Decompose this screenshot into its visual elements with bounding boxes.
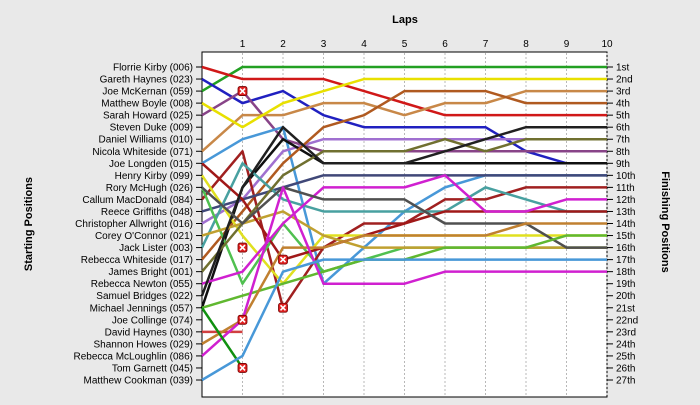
starting-position-label: Michael Jennings (057) xyxy=(90,303,193,314)
series-line xyxy=(201,137,607,273)
starting-position-label: Florrie Kirby (006) xyxy=(113,63,193,74)
label-layer: 1 2 3 4 5 6 7 8 9 10 Florrie Kirby (006)Gareth Hay… xyxy=(73,39,638,387)
finishing-position-label: 27th xyxy=(616,376,635,387)
finishing-position-label: 25th xyxy=(616,351,635,362)
x-tick-label: 9 xyxy=(564,39,570,50)
starting-position-label: Samuel Bridges (022) xyxy=(96,291,193,302)
starting-position-label: Rebecca Newton (055) xyxy=(91,279,193,290)
starting-position-label: Steven Duke (009) xyxy=(110,123,193,134)
x-tick-label: 1 xyxy=(240,39,246,50)
series-line xyxy=(201,186,607,357)
starting-position-label: Henry Kirby (099) xyxy=(115,171,193,182)
starting-position-label: Gareth Haynes (023) xyxy=(100,75,193,86)
series-line xyxy=(201,89,607,261)
finishing-position-label: 3rd xyxy=(616,87,630,98)
finishing-position-label: 5th xyxy=(616,111,630,122)
x-tick-label: 6 xyxy=(442,39,448,50)
retired-marker-icon xyxy=(278,302,288,313)
series-line xyxy=(201,89,607,153)
retired-marker-icon xyxy=(237,363,248,373)
series-line xyxy=(201,77,607,165)
retired-marker-icon xyxy=(237,242,248,253)
retired-marker-icon xyxy=(237,86,248,96)
starting-position-label: Joe Collinge (074) xyxy=(112,315,193,326)
y-axis-label-right: Finishing Positions xyxy=(659,171,671,272)
finishing-position-label: 8th xyxy=(616,147,630,158)
starting-position-label: Reece Griffiths (048) xyxy=(101,207,193,218)
finishing-position-label: 19th xyxy=(616,279,635,290)
starting-position-label: Rory McHugh (026) xyxy=(106,183,193,194)
retirement-layer xyxy=(237,86,288,373)
starting-position-label: Sarah Howard (025) xyxy=(103,111,193,122)
x-tick-label: 2 xyxy=(280,39,286,50)
series-line xyxy=(201,65,607,117)
finishing-position-label: 7th xyxy=(616,135,630,146)
y-axis-label-left: Starting Positions xyxy=(23,177,35,271)
retired-marker-icon xyxy=(278,254,288,265)
finishing-position-label: 14th xyxy=(616,219,635,230)
finishing-position-label: 15th xyxy=(616,231,635,242)
finishing-position-label: 17th xyxy=(616,255,635,266)
finishing-position-label: 20th xyxy=(616,291,635,302)
x-tick-label: 7 xyxy=(483,39,489,50)
finishing-position-label: 13th xyxy=(616,207,635,218)
starting-position-label: Matthew Cookman (039) xyxy=(84,376,194,387)
starting-position-label: Corey O'Connor (021) xyxy=(95,231,193,242)
series-line xyxy=(200,307,244,369)
starting-position-label: Callum MacDonald (084) xyxy=(82,195,193,206)
starting-position-label: Joe McKernan (059) xyxy=(102,87,193,98)
starting-position-label: Rebecca McLoughlin (086) xyxy=(73,351,193,362)
starting-position-label: Rebecca Whiteside (017) xyxy=(81,255,193,266)
series-line xyxy=(201,258,607,382)
starting-position-label: Daniel Williams (010) xyxy=(99,135,193,146)
series-line xyxy=(201,65,607,93)
retired-marker-icon xyxy=(237,314,248,325)
finishing-position-label: 18th xyxy=(616,267,635,278)
finishing-position-label: 26th xyxy=(616,363,635,374)
x-tick-label: 10 xyxy=(601,39,613,50)
starting-position-label: Shannon Howes (029) xyxy=(93,339,193,350)
finishing-position-label: 16th xyxy=(616,243,635,254)
finishing-position-label: 9th xyxy=(616,159,630,170)
finishing-position-label: 4th xyxy=(616,99,630,110)
finishing-position-label: 6th xyxy=(616,123,630,134)
series-line xyxy=(200,162,607,249)
starting-position-label: David Haynes (030) xyxy=(105,327,193,338)
chart-title: Laps xyxy=(392,14,418,26)
starting-position-label: Matthew Boyle (008) xyxy=(101,99,193,110)
starting-position-label: Christopher Allwright (016) xyxy=(75,219,193,230)
series-line xyxy=(201,174,607,285)
x-tick-label: 4 xyxy=(361,39,367,50)
series-line xyxy=(201,186,607,249)
finishing-position-label: 12th xyxy=(616,195,635,206)
grid-layer xyxy=(242,53,608,396)
series-line xyxy=(201,77,607,129)
starting-position-label: Joe Longden (015) xyxy=(109,159,193,170)
finishing-position-label: 23rd xyxy=(616,327,636,338)
finishing-position-label: 24th xyxy=(616,339,635,350)
starting-position-label: Nicola Whiteside (071) xyxy=(92,147,193,158)
finishing-position-label: 1st xyxy=(616,63,630,74)
starting-position-label: James Bright (001) xyxy=(109,267,193,278)
finishing-position-label: 22nd xyxy=(616,315,638,326)
starting-position-label: Tom Garnett (045) xyxy=(112,363,193,374)
starting-position-label: Jack Lister (003) xyxy=(119,243,193,254)
series-line xyxy=(200,125,607,297)
series-layer xyxy=(200,65,607,382)
x-tick-label: 8 xyxy=(523,39,529,50)
x-tick-label: 5 xyxy=(402,39,408,50)
finishing-position-label: 2nd xyxy=(616,75,633,86)
series-line xyxy=(201,210,607,249)
finishing-position-label: 10th xyxy=(616,171,635,182)
x-tick-label: 3 xyxy=(321,39,327,50)
finishing-position-label: 21st xyxy=(616,303,635,314)
series-line xyxy=(201,222,607,345)
finishing-position-label: 11th xyxy=(616,183,635,194)
